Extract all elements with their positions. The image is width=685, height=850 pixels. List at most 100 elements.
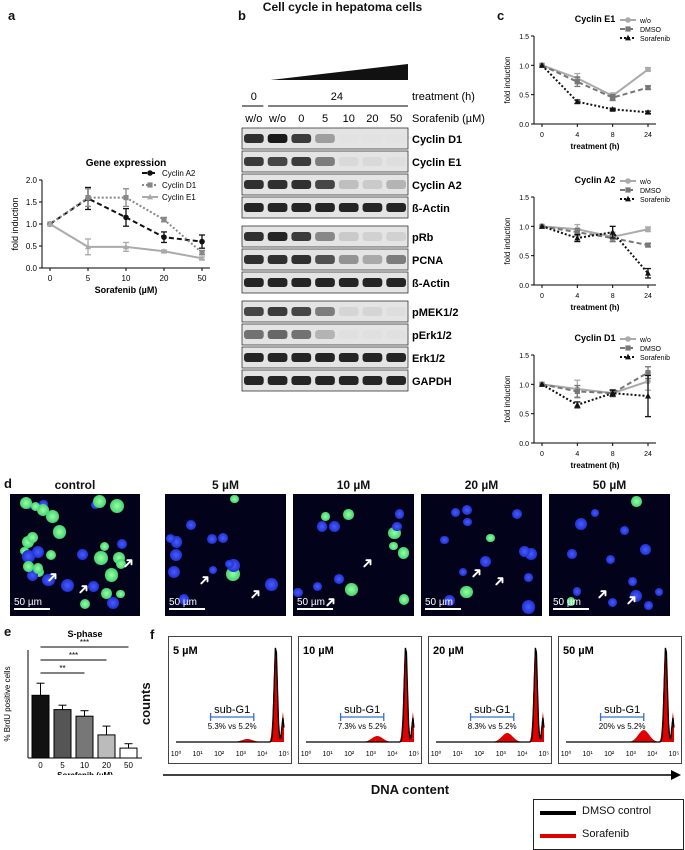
y-tick-label: 0.0 <box>519 122 529 129</box>
dmso-histogram <box>306 647 415 743</box>
blot-row-label: PCNA <box>412 255 443 267</box>
legend-label: Cyclin E1 <box>162 193 196 202</box>
blot-band <box>267 353 288 362</box>
micro-title: 50 µM <box>592 478 627 492</box>
dmso-histogram <box>436 647 545 743</box>
brdu-positive-nucleus <box>631 496 642 507</box>
x-tick-label: 24 <box>644 132 652 139</box>
x-tick-label: 10⁴ <box>647 751 658 758</box>
blot-band <box>362 134 383 143</box>
nucleus <box>116 538 128 550</box>
x-tick-label: 10² <box>604 751 615 758</box>
brdu-positive-nucleus <box>80 599 91 610</box>
series-dmso <box>539 62 651 102</box>
dose-axis-label: Sorafenib (µM) <box>412 113 485 125</box>
data-point <box>47 220 53 227</box>
x-tick-label: 10⁰ <box>431 750 442 758</box>
data-point <box>199 255 205 261</box>
panel-label-f: f <box>150 627 155 642</box>
blot-band <box>244 157 264 166</box>
data-point <box>85 243 91 250</box>
x-tick-label: 4 <box>575 132 579 139</box>
x-tick-label: 10⁰ <box>301 750 312 758</box>
x-tick-label: 5 <box>60 761 65 770</box>
x-tick-label: 10⁴ <box>387 751 398 758</box>
nucleus <box>644 601 653 611</box>
blot-band <box>386 255 406 264</box>
flow-histogram: 50 µM sub-G1 20% vs 5.2% 10⁰ 10¹ 10² 10³ 10⁴ 10⁵ <box>558 636 682 764</box>
x-tick-label: 4 <box>575 451 579 458</box>
nucleus <box>524 573 533 582</box>
chart-gene-expression: Gene expression 0.0 0.5 1.0 1.5 2.0 0 5 10 20 50 So… <box>10 158 210 295</box>
blot-band <box>315 330 335 339</box>
y-tick-label: 0.0 <box>519 283 529 290</box>
data-point <box>609 229 616 235</box>
blot-band <box>315 180 335 189</box>
time-24-label: 24 <box>331 91 343 103</box>
nucleus <box>41 573 55 587</box>
brdu-positive-nucleus <box>22 560 34 572</box>
x-tick-label: 10³ <box>626 751 637 758</box>
lane-label: w/o <box>268 113 286 125</box>
series-cyclin-e1 <box>47 220 205 261</box>
x-tick-label: 10⁵ <box>669 751 680 758</box>
bar <box>97 734 116 759</box>
data-point <box>645 109 651 115</box>
brdu-positive-nucleus <box>37 503 50 516</box>
blot-band <box>315 134 335 143</box>
flow-panel-title: 5 µM <box>173 645 198 657</box>
panel-label-e: e <box>4 624 12 639</box>
series-w-o <box>539 371 651 399</box>
nucleus <box>450 507 461 518</box>
x-tick-label: 10¹ <box>193 751 204 758</box>
nucleus <box>574 517 588 531</box>
blot-row-label: ß-Actin <box>412 278 450 290</box>
series-line <box>541 64 649 114</box>
brdu-positive-nucleus <box>397 547 410 559</box>
blot-band <box>362 376 383 385</box>
significance-label: *** <box>69 651 78 660</box>
y-axis-label: fold induction <box>503 217 512 264</box>
brdu-positive-nucleus <box>116 559 127 570</box>
legend-label: Cyclin A2 <box>162 169 196 178</box>
x-tick-label: 10⁵ <box>409 751 420 758</box>
data-point <box>645 370 651 376</box>
brdu-positive-nucleus <box>94 551 108 565</box>
western-blot: 0 24 treatment (h) w/o w/o 0 5 10 20 50 Sorafenib … <box>241 64 485 392</box>
blot-band <box>386 278 406 287</box>
nucleus <box>640 544 651 555</box>
y-tick-label: 0.5 <box>26 242 38 251</box>
x-tick-label: 10 <box>122 274 131 283</box>
blot-band <box>267 307 288 316</box>
y-tick-label: 1.5 <box>519 195 529 202</box>
legend-label: Sorafenib <box>640 355 670 362</box>
brdu-positive-nucleus <box>104 568 119 582</box>
data-point <box>539 223 545 229</box>
x-tick-label: 20 <box>102 761 111 770</box>
brdu-positive-nucleus <box>92 494 107 509</box>
data-point <box>574 388 580 394</box>
legend-label: w/o <box>639 18 651 25</box>
blot-band <box>291 157 312 166</box>
legend-label: w/o <box>639 337 651 344</box>
blot-band <box>386 203 406 212</box>
chart-cyclin-d1-time: Cyclin D1 0.0 0.5 1.0 1.5 0 4 8 24 treatment (h) f… <box>503 333 670 470</box>
time-axis-label: treatment (h) <box>412 91 475 103</box>
blot-band <box>315 157 335 166</box>
legend-label: Sorafenib <box>640 36 670 43</box>
legend-marker <box>147 193 153 200</box>
scale-bar: 50 µm <box>297 597 333 610</box>
panel-label-a: a <box>8 8 16 23</box>
nucleus <box>293 587 303 598</box>
brdu-positive-nucleus <box>398 594 410 605</box>
nucleus <box>566 549 577 559</box>
sorafenib-histogram <box>566 649 674 742</box>
y-tick-label: 1.5 <box>519 353 529 360</box>
panel-label-b: b <box>238 8 246 23</box>
blot-band <box>267 255 288 264</box>
legend-marker <box>625 187 631 193</box>
flow-x-axis-arrow <box>163 770 681 780</box>
flow-panel-title: 10 µM <box>303 645 334 657</box>
nucleus <box>170 536 183 548</box>
dmso-histogram <box>566 647 675 743</box>
